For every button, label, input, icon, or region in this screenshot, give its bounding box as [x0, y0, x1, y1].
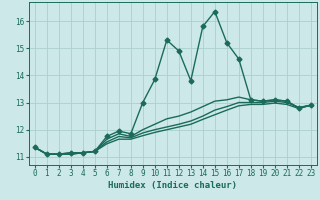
X-axis label: Humidex (Indice chaleur): Humidex (Indice chaleur): [108, 181, 237, 190]
